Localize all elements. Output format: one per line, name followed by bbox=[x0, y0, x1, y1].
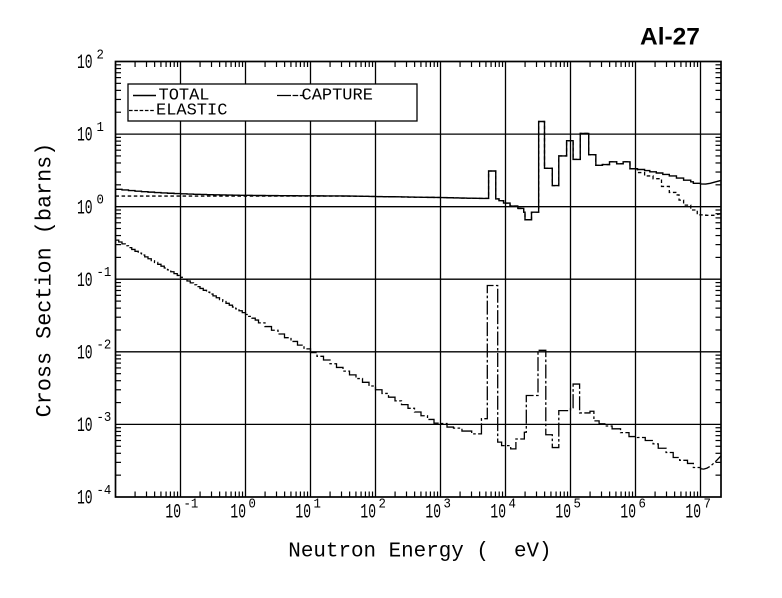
svg-text:10: 10 bbox=[555, 502, 571, 525]
svg-text:10: 10 bbox=[685, 502, 701, 525]
svg-text:10: 10 bbox=[77, 488, 93, 511]
svg-text:3: 3 bbox=[444, 496, 451, 512]
svg-text:0: 0 bbox=[97, 192, 105, 208]
svg-text:0: 0 bbox=[249, 496, 257, 512]
svg-text:-4: -4 bbox=[97, 482, 112, 498]
svg-text:ELASTIC: ELASTIC bbox=[156, 102, 227, 121]
svg-text:10: 10 bbox=[230, 502, 246, 525]
svg-text:-1: -1 bbox=[184, 496, 199, 512]
svg-text:Al-27: Al-27 bbox=[640, 24, 700, 51]
svg-text:2: 2 bbox=[379, 496, 386, 512]
svg-text:10: 10 bbox=[490, 502, 506, 525]
svg-text:6: 6 bbox=[639, 496, 646, 512]
svg-text:-3: -3 bbox=[97, 410, 112, 426]
svg-text:Cross Section (barns): Cross Section (barns) bbox=[32, 143, 57, 418]
svg-text:5: 5 bbox=[574, 496, 581, 512]
svg-text:TOTAL: TOTAL bbox=[159, 87, 210, 106]
svg-text:Neutron Energy ( eV): Neutron Energy ( eV) bbox=[288, 541, 551, 564]
svg-text:7: 7 bbox=[704, 496, 711, 512]
svg-text:10: 10 bbox=[77, 53, 93, 76]
svg-text:10: 10 bbox=[77, 125, 93, 148]
svg-text:-2: -2 bbox=[97, 337, 112, 353]
svg-text:10: 10 bbox=[165, 502, 181, 525]
svg-text:10: 10 bbox=[77, 416, 93, 439]
svg-text:CAPTURE: CAPTURE bbox=[302, 87, 373, 106]
svg-text:10: 10 bbox=[360, 502, 376, 525]
svg-text:4: 4 bbox=[509, 496, 517, 512]
svg-text:2: 2 bbox=[97, 47, 104, 63]
svg-text:10: 10 bbox=[77, 343, 93, 366]
svg-text:1: 1 bbox=[97, 119, 105, 135]
svg-text:10: 10 bbox=[620, 502, 636, 525]
svg-text:-1: -1 bbox=[97, 265, 112, 281]
svg-text:10: 10 bbox=[77, 270, 93, 293]
svg-text:10: 10 bbox=[425, 502, 441, 525]
svg-text:1: 1 bbox=[314, 496, 322, 512]
svg-text:10: 10 bbox=[77, 198, 93, 221]
svg-text:10: 10 bbox=[295, 502, 311, 525]
